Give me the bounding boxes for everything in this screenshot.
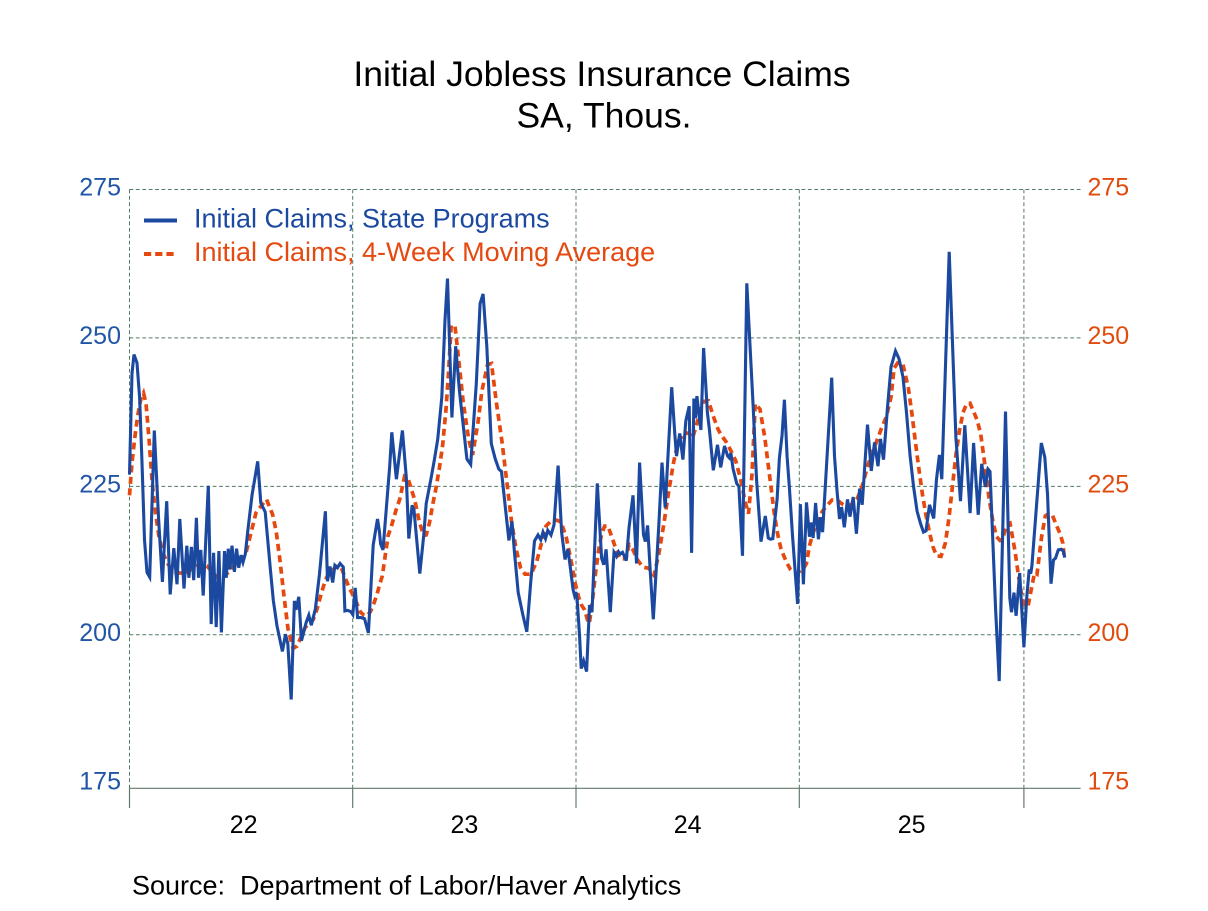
svg-text:225: 225 xyxy=(79,471,121,499)
svg-text:Initial Claims, State Programs: Initial Claims, State Programs xyxy=(194,204,550,234)
svg-text:275: 275 xyxy=(79,174,121,202)
svg-text:Source: Department of Labor/H: Source: Department of Labor/Haver Analyt… xyxy=(132,871,681,901)
svg-text:250: 250 xyxy=(1088,322,1130,350)
svg-text:25: 25 xyxy=(898,811,926,839)
svg-text:200: 200 xyxy=(1088,619,1130,647)
svg-text:24: 24 xyxy=(674,811,702,839)
svg-text:175: 175 xyxy=(79,767,121,795)
svg-text:Initial Jobless Insurance Clai: Initial Jobless Insurance Claims xyxy=(353,54,850,94)
svg-text:200: 200 xyxy=(79,619,121,647)
svg-text:275: 275 xyxy=(1088,174,1130,202)
svg-text:SA, Thous.: SA, Thous. xyxy=(517,96,692,136)
svg-text:250: 250 xyxy=(79,322,121,350)
svg-text:23: 23 xyxy=(450,811,478,839)
svg-text:Initial Claims, 4-Week Moving: Initial Claims, 4-Week Moving Average xyxy=(194,237,655,267)
svg-text:175: 175 xyxy=(1088,767,1130,795)
svg-text:22: 22 xyxy=(230,811,258,839)
svg-text:225: 225 xyxy=(1088,471,1130,499)
